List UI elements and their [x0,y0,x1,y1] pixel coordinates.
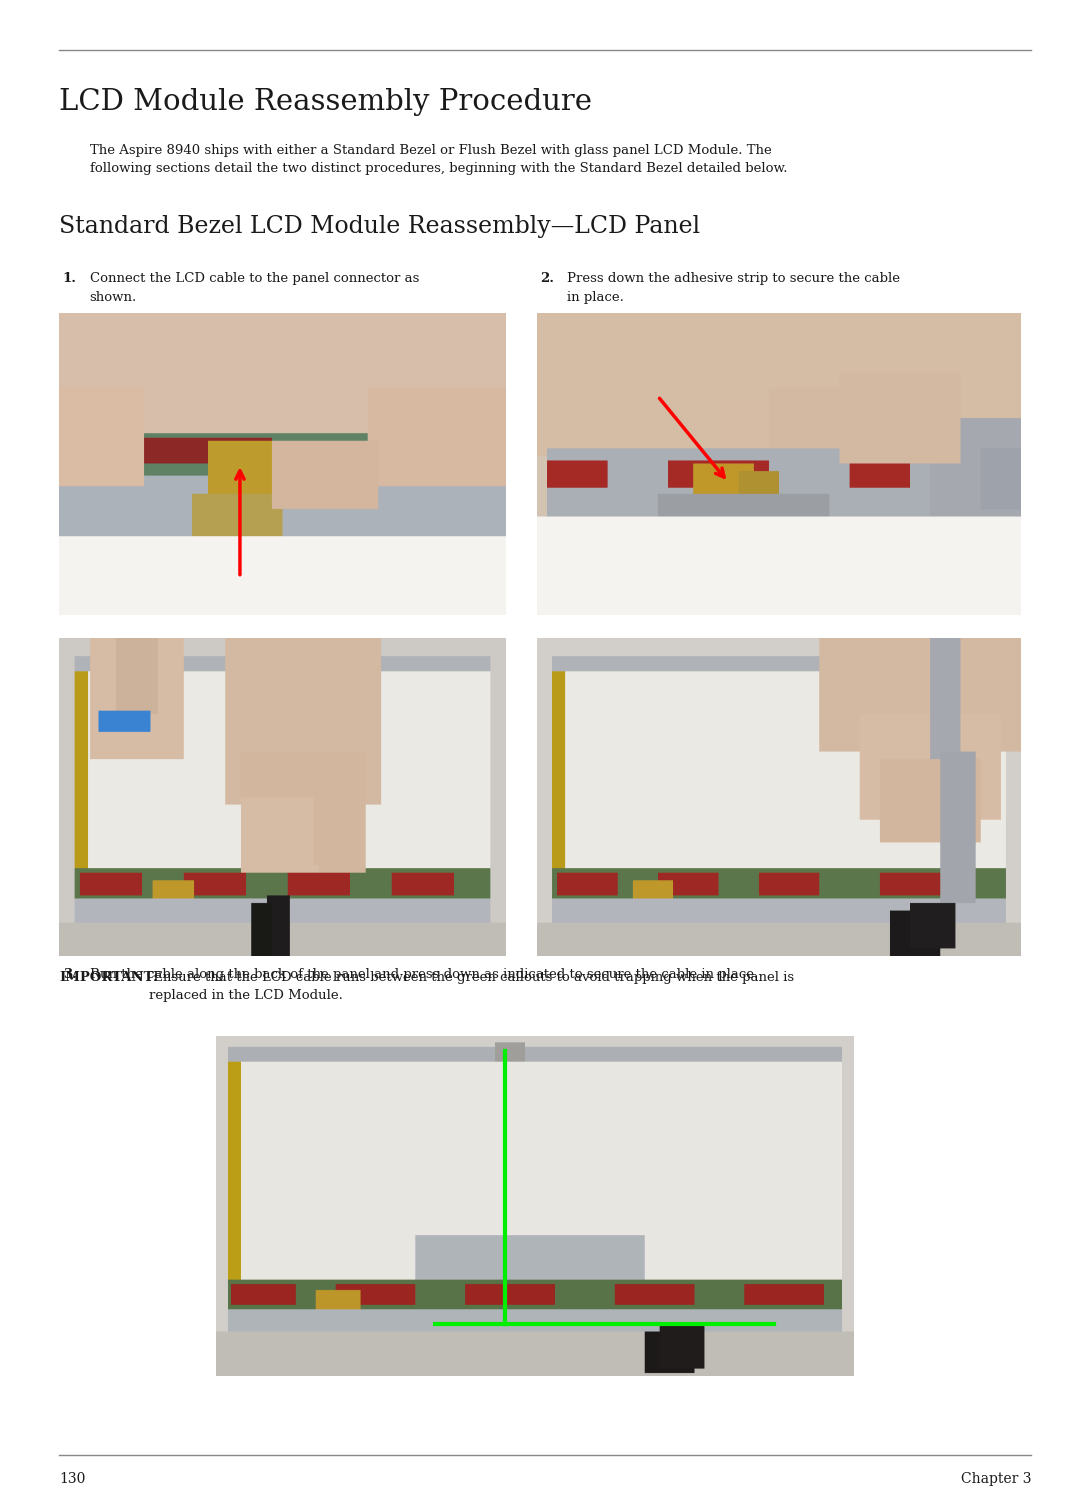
Text: Ensure that the LCD cable runs between the green callouts to avoid trapping when: Ensure that the LCD cable runs between t… [149,971,794,1002]
Text: LCD Module Reassembly Procedure: LCD Module Reassembly Procedure [59,88,593,116]
Text: 1.: 1. [63,272,77,286]
Text: IMPORTANT:: IMPORTANT: [59,971,159,984]
Text: 3.: 3. [63,968,77,981]
Text: Chapter 3: Chapter 3 [961,1471,1031,1486]
Text: Run the cable along the back of the panel and press down as indicated to secure : Run the cable along the back of the pane… [90,968,758,981]
Text: Press down the adhesive strip to secure the cable
in place.: Press down the adhesive strip to secure … [567,272,900,304]
Text: Standard Bezel LCD Module Reassembly—LCD Panel: Standard Bezel LCD Module Reassembly—LCD… [59,215,701,237]
Text: 130: 130 [59,1471,85,1486]
Text: The Aspire 8940 ships with either a Standard Bezel or Flush Bezel with glass pan: The Aspire 8940 ships with either a Stan… [90,144,787,175]
Text: Connect the LCD cable to the panel connector as
shown.: Connect the LCD cable to the panel conne… [90,272,419,304]
Text: 2.: 2. [540,272,554,286]
